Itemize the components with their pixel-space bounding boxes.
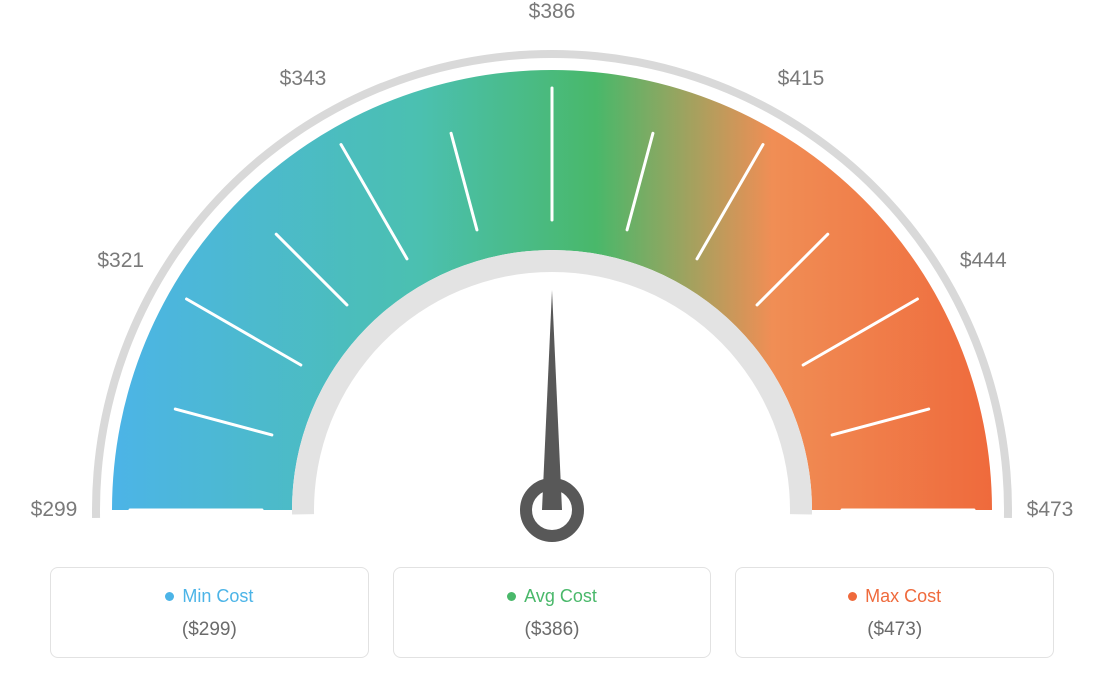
cost-gauge-chart: $299 $321 $343 $386 $415 $444 $473 Min Cost ($… bbox=[0, 0, 1104, 690]
gauge-area: $299 $321 $343 $386 $415 $444 $473 bbox=[0, 0, 1104, 560]
gauge-tick-label: $299 bbox=[31, 498, 78, 522]
gauge-tick-label: $444 bbox=[960, 249, 1007, 273]
legend-dot-avg bbox=[507, 592, 516, 601]
legend-label-max: Max Cost bbox=[865, 586, 941, 607]
legend-label-avg: Avg Cost bbox=[524, 586, 597, 607]
legend-card-max: Max Cost ($473) bbox=[735, 567, 1054, 658]
gauge-svg bbox=[0, 0, 1104, 560]
legend-card-avg: Avg Cost ($386) bbox=[393, 567, 712, 658]
legend-dot-min bbox=[165, 592, 174, 601]
gauge-tick-label: $473 bbox=[1027, 498, 1074, 522]
legend-value-min: ($299) bbox=[61, 619, 358, 641]
legend-title-min: Min Cost bbox=[61, 586, 358, 607]
legend-value-max: ($473) bbox=[746, 619, 1043, 641]
gauge-tick-label: $321 bbox=[97, 249, 144, 273]
legend-value-avg: ($386) bbox=[404, 619, 701, 641]
legend-title-max: Max Cost bbox=[746, 586, 1043, 607]
legend-card-min: Min Cost ($299) bbox=[50, 567, 369, 658]
legend-row: Min Cost ($299) Avg Cost ($386) Max Cost… bbox=[50, 567, 1054, 658]
legend-title-avg: Avg Cost bbox=[404, 586, 701, 607]
legend-dot-max bbox=[848, 592, 857, 601]
gauge-tick-label: $415 bbox=[778, 67, 825, 91]
gauge-tick-label: $343 bbox=[280, 67, 327, 91]
gauge-tick-label: $386 bbox=[529, 0, 576, 24]
legend-label-min: Min Cost bbox=[182, 586, 253, 607]
